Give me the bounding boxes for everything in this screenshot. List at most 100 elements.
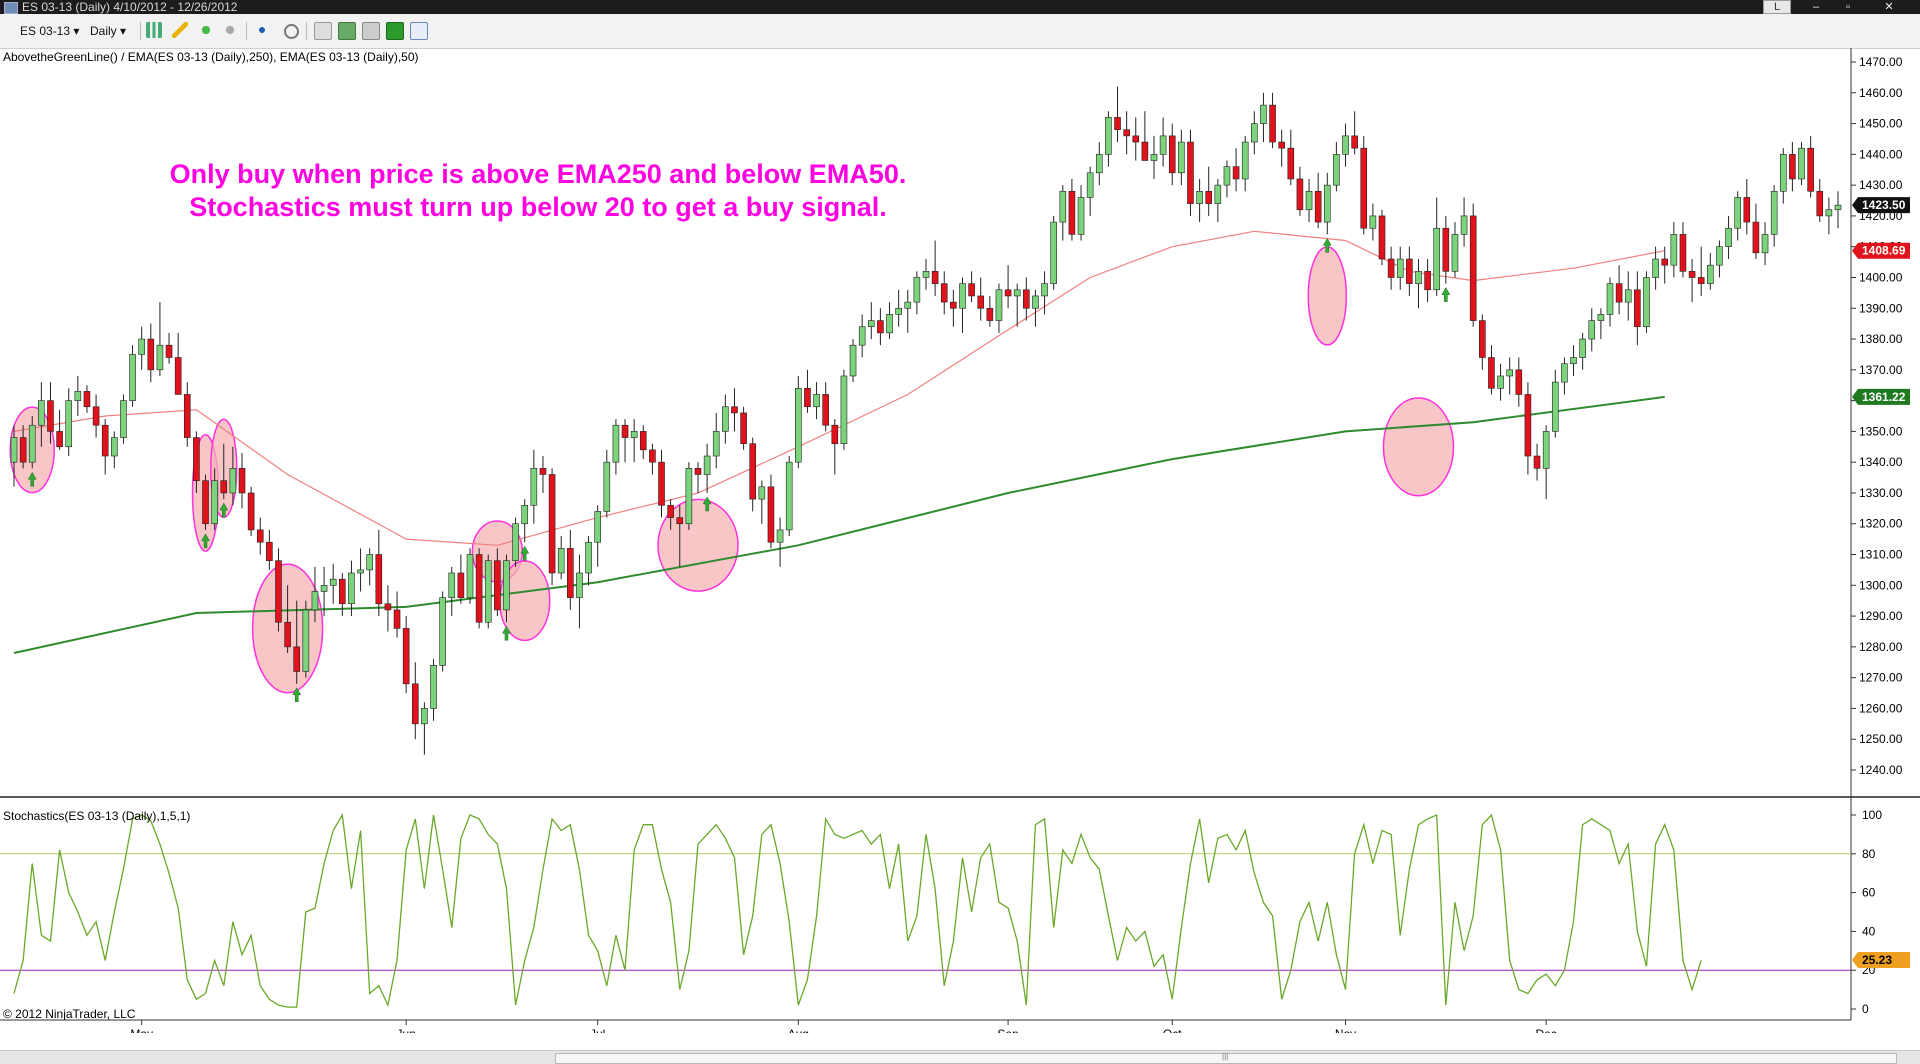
candle: [28, 416, 36, 469]
chart-style-icon[interactable]: [146, 22, 162, 38]
window-title: ES 03-13 (Daily) 4/10/2012 - 12/26/2012: [22, 0, 238, 14]
candle: [1524, 382, 1532, 475]
candle-down: [767, 486, 775, 543]
app-icon: [4, 2, 18, 14]
candle: [658, 449, 665, 518]
candle-up: [1059, 190, 1067, 223]
crosshair-icon[interactable]: [254, 22, 270, 38]
candle: [1041, 271, 1048, 315]
remove-drawing-icon[interactable]: [222, 22, 238, 38]
candle: [1670, 222, 1678, 278]
close-icon[interactable]: ✕: [1884, 1, 1894, 13]
candle: [484, 554, 492, 629]
minimize-icon[interactable]: –: [1812, 1, 1820, 13]
candle: [968, 271, 975, 303]
candle: [10, 425, 18, 487]
candle-down: [147, 338, 155, 371]
price-tick-label: 1250.00: [1859, 732, 1903, 746]
candle: [1615, 265, 1623, 315]
candle-up: [1105, 117, 1112, 155]
candle-up: [1725, 227, 1732, 247]
candle-down: [1679, 234, 1687, 272]
candle: [1606, 277, 1614, 327]
candle-up: [1305, 190, 1313, 211]
candle: [667, 499, 674, 530]
candle-up: [1825, 209, 1833, 217]
candle-down: [1360, 147, 1368, 229]
data-box-icon[interactable]: [410, 22, 428, 40]
candle: [585, 536, 592, 586]
templates-icon[interactable]: [338, 22, 356, 40]
candle: [1679, 222, 1687, 278]
chart-area[interactable]: 1470.00 1460.00 1450.00 1440.00 1430.00 1420.…: [0, 48, 1920, 1041]
candle: [603, 449, 611, 518]
candle: [950, 289, 957, 327]
candle-up: [913, 277, 921, 303]
toolbar-separator: [140, 22, 141, 40]
price-panel[interactable]: 1470.001460.001450.001440.001430.001420.…: [3, 48, 1910, 797]
candle: [649, 443, 656, 475]
candle: [1095, 142, 1103, 186]
candle: [1396, 246, 1404, 290]
candle: [886, 302, 893, 340]
candle: [1105, 111, 1112, 167]
chart-canvas[interactable]: 1470.001460.001450.001440.001430.001420.…: [0, 48, 1920, 1041]
candle-up: [1770, 190, 1778, 235]
add-indicator-icon[interactable]: [198, 22, 214, 38]
time-axis[interactable]: May Jun Jul Aug Sep Oct Nov Dec: [130, 1020, 1557, 1041]
price-tick-label: 1300.00: [1859, 578, 1903, 592]
candle-up: [895, 307, 902, 315]
zoom-icon[interactable]: [284, 24, 299, 39]
candle: [202, 474, 209, 530]
candle-up: [484, 560, 492, 623]
instrument-selector[interactable]: ES 03-13 ▾: [20, 24, 80, 38]
candle-down: [1068, 190, 1076, 235]
screenshot-icon[interactable]: [362, 22, 380, 40]
candle: [65, 388, 73, 457]
candle: [256, 517, 264, 555]
candle: [922, 259, 930, 290]
stoch-badge: 25.23: [1852, 952, 1910, 969]
stochastics-label: Stochastics(ES 03-13 (Daily),1,5,1): [3, 809, 190, 823]
candle: [120, 394, 127, 444]
candle-down: [411, 683, 419, 725]
candle-up: [1597, 314, 1605, 321]
indicators-label: AbovetheGreenLine() / EMA(ES 03-13 (Dail…: [3, 50, 419, 64]
candle-up: [585, 541, 592, 574]
candle-up: [503, 560, 510, 611]
price-tick-label: 1450.00: [1859, 117, 1903, 131]
candle-down: [275, 560, 282, 623]
candle-down: [1114, 117, 1121, 131]
price-axis[interactable]: 1470.001460.001450.001440.001430.001420.…: [1851, 55, 1903, 777]
candle: [1132, 117, 1140, 161]
candle: [430, 659, 437, 721]
maximize-icon[interactable]: ▫: [1846, 1, 1850, 13]
candle-down: [1743, 197, 1751, 223]
stoch-badge-shape: [1852, 952, 1910, 969]
ema50-badge-shape: [1852, 242, 1910, 259]
layout-button[interactable]: L: [1763, 0, 1791, 14]
strategy-icon[interactable]: [386, 22, 404, 40]
interval-selector[interactable]: Daily ▾: [90, 24, 127, 38]
candle: [1688, 259, 1696, 303]
properties-icon[interactable]: [314, 22, 332, 40]
candle-down: [256, 529, 264, 543]
candle-up: [712, 431, 720, 457]
price-tick-label: 1460.00: [1859, 86, 1903, 100]
horizontal-scrollbar[interactable]: |||: [0, 1050, 1920, 1064]
candle-up: [1333, 154, 1340, 186]
candle: [238, 452, 246, 509]
candle-up: [1761, 234, 1769, 254]
candle-up: [512, 523, 519, 561]
candle: [348, 560, 355, 617]
candle: [475, 548, 483, 629]
drawing-tools-icon[interactable]: [172, 22, 188, 38]
candle: [731, 388, 738, 432]
price-tick-label: 1260.00: [1859, 701, 1903, 715]
candle-up: [156, 344, 164, 371]
buy-arrow-icon: [1322, 237, 1332, 253]
candle-up: [685, 468, 693, 525]
last-price-badge-shape: [1852, 197, 1910, 214]
